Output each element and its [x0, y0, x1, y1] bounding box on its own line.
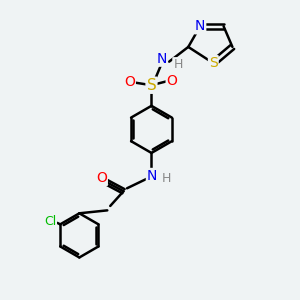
Text: O: O	[167, 74, 178, 88]
Text: O: O	[124, 75, 135, 89]
Text: S: S	[209, 56, 218, 70]
Text: Cl: Cl	[44, 215, 56, 228]
Text: N: N	[157, 52, 167, 66]
Text: N: N	[195, 19, 205, 33]
Text: N: N	[147, 169, 157, 183]
Text: O: O	[96, 171, 107, 185]
Text: H: H	[162, 172, 172, 185]
Text: S: S	[147, 78, 156, 93]
Text: H: H	[173, 58, 183, 71]
